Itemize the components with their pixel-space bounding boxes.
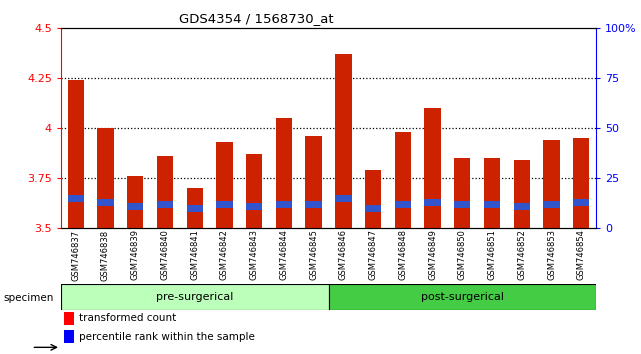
Bar: [395, 201, 411, 208]
Text: GSM746853: GSM746853: [547, 229, 556, 280]
Bar: [513, 160, 530, 228]
Bar: [276, 201, 292, 208]
Text: GSM746841: GSM746841: [190, 229, 199, 280]
Bar: [573, 138, 590, 228]
Bar: [216, 201, 233, 208]
Text: GSM746839: GSM746839: [131, 229, 140, 280]
Text: GSM746838: GSM746838: [101, 229, 110, 281]
Text: GSM746848: GSM746848: [398, 229, 407, 280]
Bar: [61, 284, 328, 310]
Bar: [395, 132, 411, 228]
Text: GSM746845: GSM746845: [309, 229, 318, 280]
Bar: [365, 170, 381, 228]
Bar: [306, 201, 322, 208]
Bar: [276, 118, 292, 228]
Bar: [573, 199, 590, 206]
Text: GSM746849: GSM746849: [428, 229, 437, 280]
Text: GSM746840: GSM746840: [160, 229, 169, 280]
Text: pre-surgerical: pre-surgerical: [156, 292, 233, 302]
Text: GSM746846: GSM746846: [339, 229, 348, 280]
Bar: [335, 54, 351, 228]
Text: transformed count: transformed count: [79, 313, 176, 323]
Bar: [157, 156, 173, 228]
Bar: [67, 195, 84, 202]
Bar: [246, 154, 262, 228]
Bar: [157, 201, 173, 208]
Bar: [454, 158, 470, 228]
Text: GSM746847: GSM746847: [369, 229, 378, 280]
Text: GSM746851: GSM746851: [488, 229, 497, 280]
Text: GSM746837: GSM746837: [71, 229, 80, 281]
Bar: [365, 205, 381, 212]
Bar: [484, 201, 500, 208]
Bar: [127, 203, 144, 210]
Bar: [216, 142, 233, 228]
Bar: [97, 199, 113, 206]
Text: percentile rank within the sample: percentile rank within the sample: [79, 332, 254, 342]
Bar: [454, 201, 470, 208]
Bar: [544, 201, 560, 208]
Bar: [97, 129, 113, 228]
Bar: [67, 80, 84, 228]
Bar: [328, 284, 596, 310]
Bar: [484, 158, 500, 228]
Text: GSM746850: GSM746850: [458, 229, 467, 280]
Bar: [424, 108, 441, 228]
Text: GSM746844: GSM746844: [279, 229, 288, 280]
Text: specimen: specimen: [3, 293, 54, 303]
Bar: [127, 176, 144, 228]
Text: GSM746852: GSM746852: [517, 229, 526, 280]
Bar: [187, 188, 203, 228]
Bar: [544, 140, 560, 228]
Text: GSM746842: GSM746842: [220, 229, 229, 280]
Text: GSM746843: GSM746843: [250, 229, 259, 280]
Bar: [246, 203, 262, 210]
Bar: [424, 199, 441, 206]
Text: GSM746854: GSM746854: [577, 229, 586, 280]
Bar: [187, 205, 203, 212]
Bar: [306, 136, 322, 228]
Text: post-surgerical: post-surgerical: [421, 292, 504, 302]
Bar: [335, 195, 351, 202]
Bar: [513, 203, 530, 210]
Text: GDS4354 / 1568730_at: GDS4354 / 1568730_at: [179, 12, 334, 25]
